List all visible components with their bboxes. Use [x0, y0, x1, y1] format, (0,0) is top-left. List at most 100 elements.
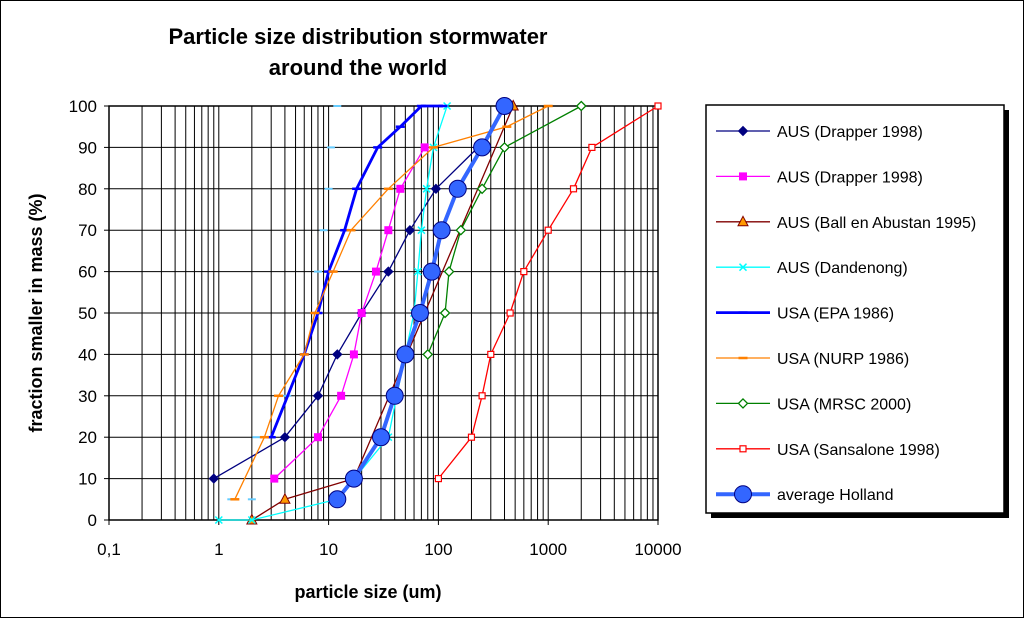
y-tick-label: 30	[78, 387, 97, 406]
data-point	[654, 102, 662, 110]
gridlines	[109, 106, 658, 520]
x-tick-label: 10	[319, 540, 338, 559]
y-tick-label: 80	[78, 180, 97, 199]
data-point	[455, 224, 467, 236]
x-tick-label: 1	[214, 540, 223, 559]
chart-title-line-2: around the world	[269, 55, 447, 80]
series-7	[434, 102, 662, 483]
data-point	[467, 433, 476, 441]
legend-label: AUS (Ball en Abustan 1995)	[777, 215, 976, 232]
data-point	[439, 307, 451, 319]
data-point	[385, 386, 404, 405]
y-tick-label: 90	[78, 138, 97, 157]
legend-item: AUS (Drapper 1998)	[716, 169, 923, 186]
y-tick-label: 50	[78, 304, 97, 323]
legend-label: AUS (Drapper 1998)	[777, 124, 923, 141]
legend-item: USA (MRSC 2000)	[716, 396, 911, 413]
x-tick-label: 10000	[634, 540, 681, 559]
legend-item: USA (EPA 1986)	[716, 306, 894, 323]
legend-swatch-marker	[734, 485, 752, 504]
data-point	[371, 267, 380, 276]
data-point	[420, 143, 429, 152]
data-point	[443, 266, 455, 278]
data-point	[270, 474, 279, 483]
y-axis-label: fraction smaller in mass (%)	[26, 193, 46, 432]
series-line	[251, 105, 514, 521]
series-6	[422, 100, 587, 360]
series-line	[437, 105, 659, 480]
series-8	[328, 97, 514, 509]
series-5	[230, 104, 553, 501]
series-1	[270, 143, 429, 483]
data-point	[476, 183, 488, 195]
data-point	[417, 226, 426, 235]
data-series	[208, 97, 662, 525]
legend-item: USA (NURP 1986)	[716, 351, 909, 368]
x-tick-label: 1000	[529, 540, 567, 559]
data-point	[404, 224, 416, 236]
legend-label: USA (Sansalone 1998)	[777, 442, 940, 459]
data-point	[499, 141, 510, 153]
data-point	[411, 304, 430, 322]
data-point	[544, 226, 552, 234]
legend-label: USA (NURP 1986)	[777, 351, 909, 368]
data-point	[422, 262, 441, 281]
data-point	[208, 473, 219, 484]
data-point	[371, 428, 390, 447]
data-point	[487, 350, 495, 358]
data-point	[312, 390, 324, 402]
legend: AUS (Drapper 1998) AUS (Drapper 1998) AUS …	[705, 104, 1009, 518]
data-point	[344, 469, 363, 488]
series-2	[246, 99, 520, 525]
data-point	[337, 391, 346, 400]
x-axis-ticks: 0,1 1 10 100 1000 10000	[97, 520, 682, 559]
data-point	[520, 268, 528, 276]
legend-swatch-marker	[737, 125, 749, 137]
legend-label: USA (EPA 1986)	[777, 306, 894, 323]
y-axis-ticks: 0 10 20 30 40 50 60 70 80 90 100	[69, 97, 109, 530]
legend-item: USA (Sansalone 1998)	[716, 442, 940, 459]
data-point	[478, 392, 486, 400]
legend-swatch-marker	[738, 263, 748, 272]
legend-swatch-marker	[737, 215, 749, 227]
data-point	[357, 309, 366, 317]
data-point	[569, 185, 578, 193]
legend-item: AUS (Ball en Abustan 1995)	[716, 215, 976, 232]
chart-title-line-1: Particle size distribution stormwater	[169, 24, 548, 49]
legend-swatch-marker	[737, 397, 749, 409]
y-tick-label: 40	[78, 345, 97, 364]
legend-item: AUS (Drapper 1998)	[716, 124, 923, 141]
data-point	[396, 345, 415, 364]
data-point	[432, 221, 451, 240]
data-point	[328, 490, 347, 509]
legend-item: AUS (Dandenong)	[716, 260, 908, 277]
data-point	[413, 267, 422, 276]
data-point	[384, 226, 393, 235]
y-tick-label: 0	[88, 511, 97, 530]
legend-swatch-marker	[739, 445, 747, 453]
y-tick-label: 60	[78, 263, 97, 282]
y-tick-label: 10	[78, 470, 97, 489]
y-tick-label: 20	[78, 428, 97, 447]
x-axis-label: particle size (um)	[294, 582, 441, 602]
data-point	[434, 475, 442, 483]
data-point	[575, 100, 587, 112]
legend-box	[705, 104, 1005, 514]
data-point	[430, 183, 442, 195]
data-point	[506, 309, 514, 317]
legend-label: USA (MRSC 2000)	[777, 396, 911, 413]
data-point	[383, 266, 394, 277]
legend-label: AUS (Dandenong)	[777, 260, 908, 277]
data-point	[495, 97, 514, 115]
legend-label: average Holland	[777, 487, 894, 504]
data-point	[313, 433, 322, 442]
legend-item: average Holland	[716, 485, 894, 504]
series-line	[269, 104, 443, 438]
y-tick-label: 100	[69, 97, 97, 116]
data-point	[332, 349, 343, 360]
legend-label: AUS (Drapper 1998)	[777, 169, 923, 186]
data-point	[422, 184, 431, 193]
data-point	[214, 515, 223, 525]
data-point	[349, 350, 358, 359]
